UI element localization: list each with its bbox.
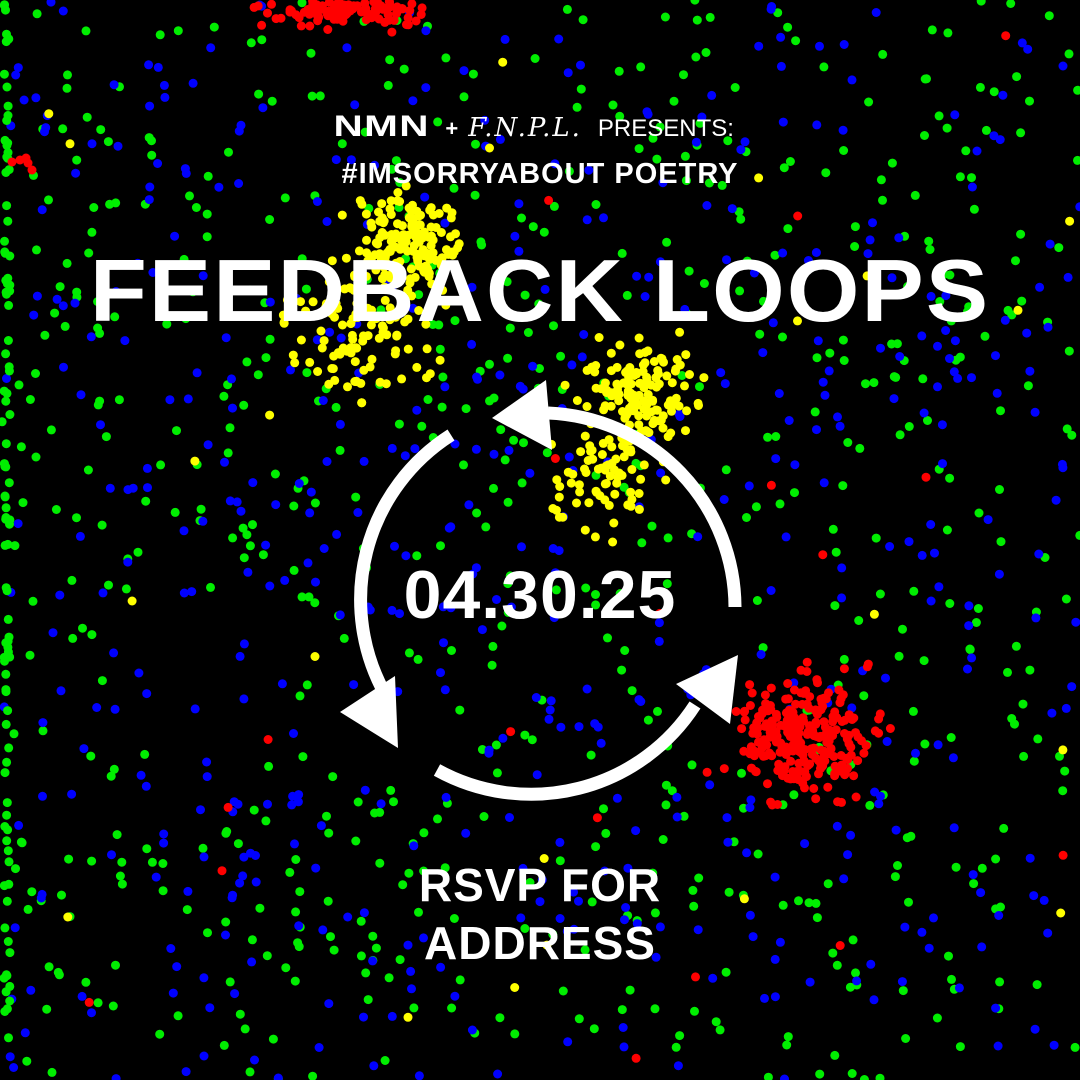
rsvp-line-2: ADDRESS	[424, 917, 656, 969]
presenters-line: NMN + F.N.P.L. PRESENTS:	[0, 110, 1080, 146]
event-date: 04.30.25	[403, 557, 677, 633]
cycle-arc-left	[354, 429, 455, 698]
rsvp-line-1: RSVP FOR	[418, 859, 662, 911]
presents-label: PRESENTS:	[597, 115, 734, 142]
plus-sign: +	[445, 116, 459, 141]
hashtag-title: #IMSORRYABOUT POETRY	[341, 158, 739, 190]
cycle-arrowhead-left	[340, 676, 398, 748]
cycle-arc-bottom	[433, 701, 701, 801]
cycle-arrowhead-top	[492, 380, 552, 450]
nmn-logo: NMN	[333, 110, 430, 143]
event-title: FEEDBACK LOOPS	[89, 241, 991, 340]
cycle-arc-top	[547, 406, 742, 608]
cycle-arrowhead-right	[676, 655, 738, 724]
fnpl-logo: F.N.P.L.	[468, 113, 582, 143]
